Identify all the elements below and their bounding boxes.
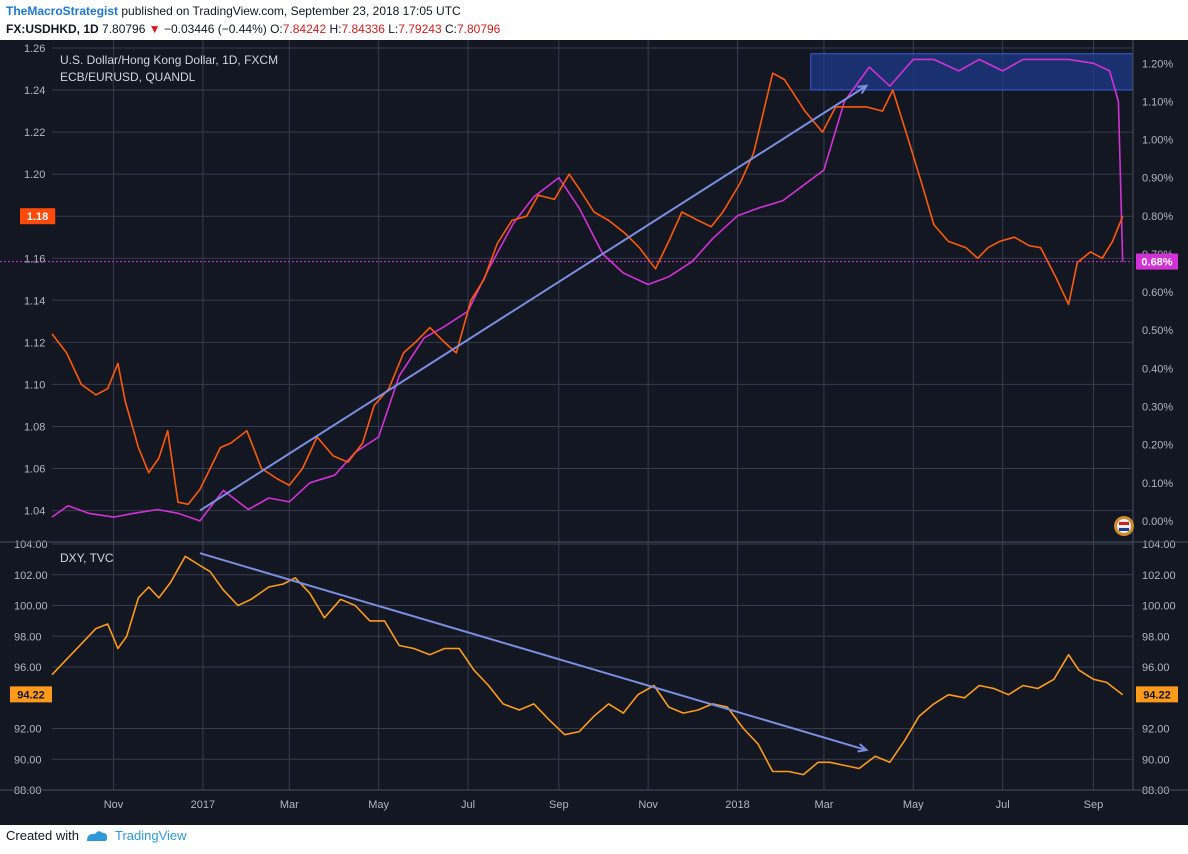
close-value: 7.80796 (456, 22, 501, 36)
y-left-tick-label: 1.12 (24, 337, 45, 349)
trendlines[interactable] (199, 84, 869, 753)
usdhkd-series-line[interactable] (51, 72, 1124, 506)
usdhkd-last-badge-bg (20, 208, 56, 225)
y-right-tick-label: 96.00 (1142, 662, 1170, 674)
ecb-last-badge-label: 0.68% (1141, 257, 1172, 269)
dxy-series-line[interactable] (51, 555, 1124, 776)
x-tick-label: Sep (1084, 799, 1104, 811)
y-left-tick-label: 1.08 (24, 421, 45, 433)
usdhkd-last-badge: 1.18 (20, 208, 56, 225)
y-left-tick-label: 1.16 (24, 253, 45, 265)
dxy-last-badge-left-label: 94.22 (17, 689, 45, 701)
last-price: 7.80796 (102, 22, 146, 36)
ecb-last-badge: 0.68% (1136, 253, 1178, 270)
author-link[interactable]: TheMacroStrategist (6, 4, 119, 18)
tradingview-link[interactable]: TradingView (114, 828, 187, 843)
y-right-tick-label: 98.00 (1142, 631, 1170, 643)
flag-icon[interactable] (1114, 516, 1134, 536)
x-tick-label: 2018 (725, 799, 749, 811)
legend-usdhkd[interactable]: U.S. Dollar/Hong Kong Dollar, 1D, FXCM (60, 53, 278, 67)
y-left-tick-label: 1.06 (24, 464, 45, 476)
y-left-tick-label: 1.04 (24, 506, 45, 518)
y-left-tick-label: 98.00 (14, 631, 42, 643)
open-label: O: (270, 22, 283, 36)
y-left-tick-label: 96.00 (14, 662, 42, 674)
x-tick-label: Jul (461, 799, 475, 811)
y-right-tick-label: 0.60% (1142, 287, 1173, 299)
y-right-tick-label: 1.20% (1142, 58, 1173, 70)
x-tick-label: Sep (549, 799, 569, 811)
axes: Nov 2017 Mar May Jul Sep Nov 2018 Mar May Jul Sep 1.… (0, 40, 1188, 811)
y-left-tick-label: 1.10 (24, 379, 45, 391)
dxy-trendline[interactable] (199, 552, 867, 751)
dxy-last-badge-left-bg (10, 686, 52, 703)
x-tick-label: Mar (280, 799, 299, 811)
y-right-tick-label: 90.00 (1142, 754, 1170, 766)
dxy-last-badge-right: 94.22 (1136, 686, 1178, 703)
y-left-tick-label: 92.00 (14, 724, 42, 736)
high-label: H: (329, 22, 342, 36)
y-left-tick-label: 1.20 (24, 169, 45, 181)
trendline-arrowhead (857, 743, 869, 753)
close-label: C: (444, 22, 457, 36)
x-tick-label: Nov (104, 799, 124, 811)
ecb-last-badge-bg (1136, 253, 1178, 270)
chart-canvas[interactable]: Nov 2017 Mar May Jul Sep Nov 2018 Mar May Jul Sep 1.… (0, 40, 1188, 825)
publish-info: TheMacroStrategist published on TradingV… (6, 4, 461, 18)
usdhkd-last-badge-label: 1.18 (27, 211, 48, 223)
low-label: L: (388, 22, 399, 36)
low-value: 7.79243 (398, 22, 442, 36)
dxy-last-badge-right-label: 94.22 (1143, 689, 1171, 701)
y-right-tick-label: 102.00 (1142, 570, 1176, 582)
y-left-tick-label: 104.00 (14, 539, 48, 551)
chart-background (0, 40, 1188, 825)
y-right-tick-label: 92.00 (1142, 724, 1170, 736)
y-left-tick-label: 1.24 (24, 85, 45, 97)
x-tick-label: May (368, 799, 389, 811)
y-right-tick-label: 0.20% (1142, 440, 1173, 452)
y-left-tick-label: 102.00 (14, 570, 48, 582)
x-tick-label: May (903, 799, 924, 811)
open-value: 7.84242 (282, 22, 327, 36)
dxy-last-badge-right-bg (1136, 686, 1178, 703)
y-right-tick-label: 0.90% (1142, 173, 1173, 185)
y-left-tick-label: 1.26 (24, 43, 45, 55)
y-right-tick-label: 0.30% (1142, 402, 1173, 414)
legend-dxy[interactable]: DXY, TVC (60, 551, 114, 565)
legend-ecb[interactable]: ECB/EURUSD, QUANDL (60, 70, 196, 84)
highlight-box[interactable] (810, 53, 1134, 91)
footer: Created with TradingView (6, 828, 187, 843)
y-right-tick-label: 0.80% (1142, 211, 1173, 223)
y-right-tick-label: 0.40% (1142, 363, 1173, 375)
y-right-tick-label: 0.00% (1142, 516, 1173, 528)
created-with-text: Created with (6, 828, 79, 843)
y-right-tick-label: 100.00 (1142, 601, 1176, 613)
y-right-tick-label: 0.10% (1142, 478, 1173, 490)
price-change: −0.03446 (−0.44%) (163, 22, 267, 36)
y-left-tick-label: 88.00 (14, 785, 42, 797)
y-right-tick-label: 0.50% (1142, 325, 1173, 337)
x-tick-label: 2017 (191, 799, 215, 811)
symbol-label: FX:USDHKD, 1D (6, 22, 99, 36)
y-left-tick-label: 100.00 (14, 601, 48, 613)
high-value: 7.84336 (341, 22, 385, 36)
symbol-info: FX:USDHKD, 1D 7.80796 ▼ −0.03446 (−0.44%… (6, 22, 500, 36)
usdhkd-trendline[interactable] (199, 85, 867, 512)
y-left-tick-label: 1.22 (24, 127, 45, 139)
x-tick-label: Mar (814, 799, 833, 811)
y-left-tick-label: 90.00 (14, 754, 42, 766)
x-tick-label: Jul (996, 799, 1010, 811)
trendline-arrowhead (857, 84, 869, 95)
y-right-tick-label: 1.10% (1142, 96, 1173, 108)
tradingview-logo-icon (86, 830, 108, 841)
down-arrow-icon: ▼ (148, 22, 161, 36)
y-right-tick-label: 104.00 (1142, 539, 1176, 551)
y-left-tick-label: 1.14 (24, 295, 45, 307)
published-text: published on TradingView.com, September … (121, 4, 461, 18)
y-right-tick-label: 1.00% (1142, 135, 1173, 147)
y-right-tick-label: 88.00 (1142, 785, 1170, 797)
dxy-last-badge-left: 94.22 (10, 686, 52, 703)
x-tick-label: Nov (638, 799, 658, 811)
